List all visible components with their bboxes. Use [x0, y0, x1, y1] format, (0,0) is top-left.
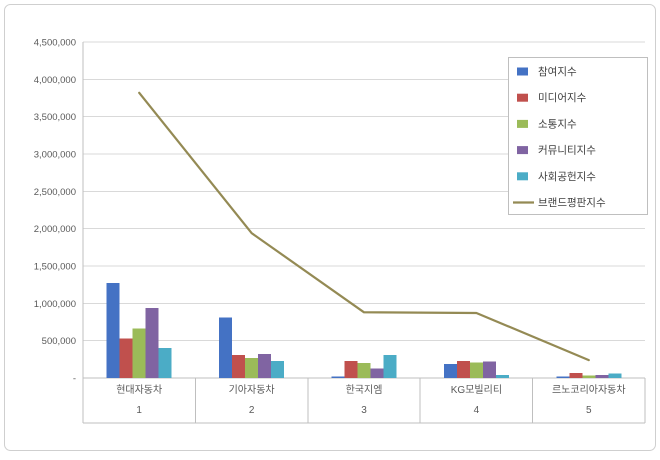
bar [158, 348, 172, 378]
bar [608, 373, 622, 378]
chart-outer-border [4, 4, 656, 451]
legend-label: 사회공헌지수 [538, 171, 596, 183]
bar [145, 307, 159, 378]
category-rank-label: 4 [474, 405, 480, 416]
legend-marker [517, 146, 528, 155]
bar [232, 354, 246, 378]
bar [443, 363, 457, 378]
y-tick-label: 3,000,000 [34, 150, 76, 161]
legend-label: 커뮤니티지수 [538, 145, 596, 157]
legend-marker [517, 172, 528, 181]
category-rank-label: 1 [136, 405, 142, 416]
bar [482, 361, 496, 378]
bar [556, 376, 570, 378]
x-axis-labels: 현대자동차 1 기아자동차 2 한국지엠 3 KG모빌리티 4 르노코리아자동차 5 [116, 384, 625, 416]
bar [132, 328, 146, 378]
legend-border [508, 57, 648, 215]
y-tick-label: 1,000,000 [34, 299, 76, 310]
bar [383, 354, 397, 378]
legend-marker [517, 67, 528, 76]
legend-item: 사회공헌지수 [517, 171, 596, 183]
bar [469, 362, 483, 378]
category-label: 한국지엠 [346, 384, 383, 396]
bar [582, 375, 596, 378]
category-label: KG모빌리티 [451, 384, 502, 396]
category-rank-label: 5 [586, 405, 592, 416]
bar [245, 357, 259, 378]
bar [219, 317, 233, 378]
y-tick-label: 2,000,000 [34, 224, 76, 235]
y-tick-label: 3,500,000 [34, 112, 76, 123]
category-rank-label: 3 [361, 405, 367, 416]
legend-item: 브랜드평판지수 [513, 197, 606, 209]
legend-label: 미디어지수 [538, 92, 587, 104]
legend-label: 브랜드평판지수 [538, 197, 606, 209]
y-tick-label: - [73, 374, 76, 385]
y-tick-label: 4,500,000 [34, 38, 76, 49]
y-axis-labels: - 500,000 1,000,000 1,500,000 2,000,000 2,500… [34, 38, 76, 385]
bar [271, 360, 285, 378]
bar [595, 375, 609, 378]
bar [495, 375, 509, 378]
bar [331, 376, 345, 378]
legend-item: 참여지수 [517, 66, 577, 78]
y-tick-label: 500,000 [42, 336, 76, 347]
legend-item: 소통지수 [517, 118, 577, 130]
bars-group [106, 283, 622, 378]
bar [344, 360, 358, 378]
legend-item: 미디어지수 [517, 92, 587, 104]
category-label: 기아자동차 [229, 384, 275, 396]
category-rank-label: 2 [249, 405, 255, 416]
bar [258, 354, 272, 378]
bar [456, 360, 470, 378]
legend-label: 소통지수 [538, 118, 577, 130]
y-tick-label: 4,000,000 [34, 75, 76, 86]
category-label: 르노코리아자동차 [552, 384, 626, 396]
legend-marker [517, 119, 528, 128]
bar [370, 368, 384, 378]
bar [357, 363, 371, 378]
y-tick-label: 1,500,000 [34, 262, 76, 273]
legend-marker [517, 93, 528, 102]
category-label: 현대자동차 [116, 384, 162, 396]
bar [119, 338, 133, 378]
legend-label: 참여지수 [538, 66, 577, 78]
y-tick-label: 2,500,000 [34, 187, 76, 198]
bar [569, 372, 583, 378]
legend-item: 커뮤니티지수 [517, 145, 596, 157]
trend-line [138, 91, 590, 362]
bar [106, 283, 120, 378]
